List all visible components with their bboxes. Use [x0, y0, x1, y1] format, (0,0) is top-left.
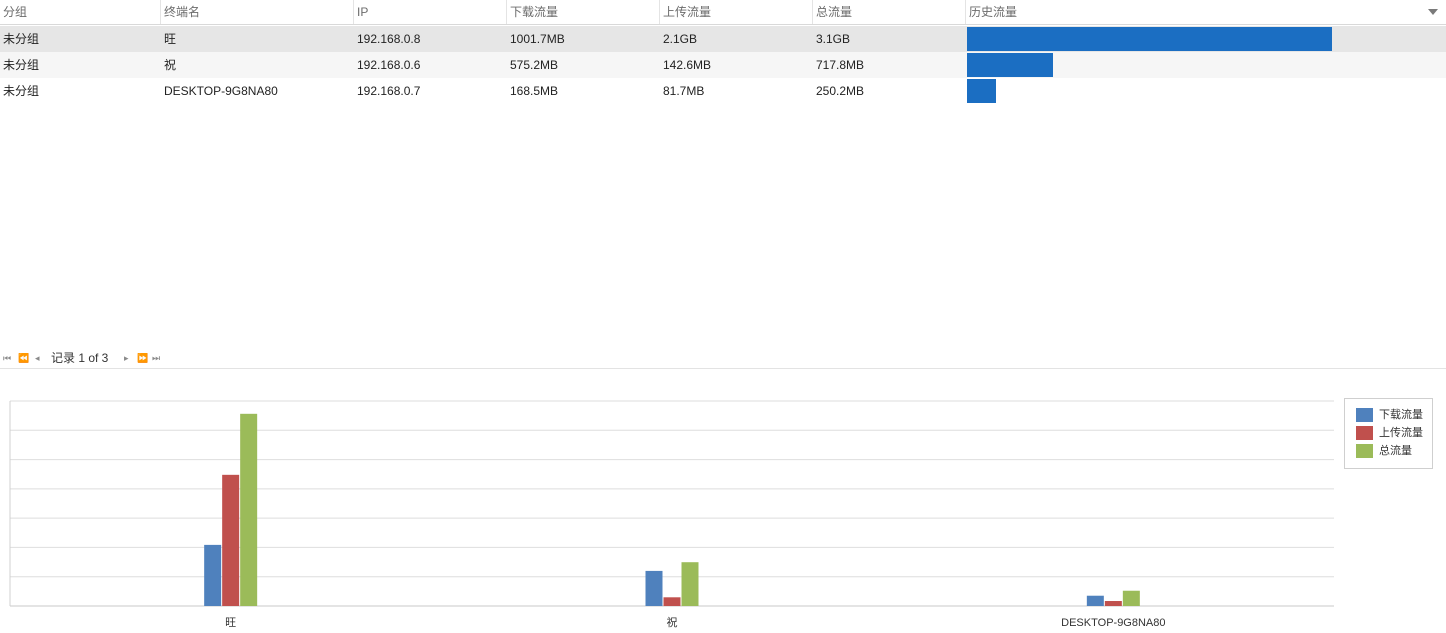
- bar-download-1: [645, 570, 663, 606]
- cell-terminal-name: DESKTOP-9G8NA80: [164, 84, 278, 98]
- bar-upload-1: [663, 597, 681, 606]
- next-record-icon[interactable]: ▸: [124, 353, 129, 363]
- cell-total: 250.2MB: [816, 84, 865, 98]
- cell-download: 575.2MB: [510, 58, 559, 72]
- last-page-icon[interactable]: ⏭: [152, 353, 161, 363]
- column-header-history[interactable]: 历史流量: [965, 0, 1446, 24]
- chart-legend: 下载流量 上传流量 总流量: [1344, 398, 1433, 469]
- first-page-icon[interactable]: ⏮: [3, 353, 12, 363]
- column-header-download[interactable]: 下载流量: [506, 0, 659, 24]
- cell-ip: 192.168.0.6: [357, 58, 421, 72]
- legend-swatch-upload: [1356, 426, 1373, 440]
- column-dropdown-icon[interactable]: [1428, 9, 1438, 15]
- bar-upload-0: [222, 474, 240, 606]
- x-tick-label: DESKTOP-9G8NA80: [1061, 617, 1165, 629]
- next-page-icon[interactable]: ⏩: [137, 353, 149, 363]
- cell-total: 3.1GB: [816, 32, 851, 46]
- cell-upload: 142.6MB: [663, 58, 712, 72]
- cell-terminal-name: 旺: [164, 32, 177, 46]
- bar-download-0: [204, 544, 222, 606]
- table-row[interactable]: 未分组 旺 192.168.0.8 1001.7MB 2.1GB 3.1GB: [0, 26, 1446, 52]
- history-traffic-bar: [967, 53, 1053, 77]
- chart-plot: 旺 祝 DESKTOP-9G8NA80: [9, 400, 1334, 629]
- table-row[interactable]: 未分组 DESKTOP-9G8NA80 192.168.0.7 168.5MB 81.7…: [0, 78, 1446, 104]
- column-header-terminal-name[interactable]: 终端名: [160, 0, 353, 24]
- bar-total-1: [681, 562, 699, 606]
- cell-group: 未分组: [3, 84, 40, 98]
- legend-swatch-download: [1356, 408, 1373, 422]
- bar-download-2: [1086, 595, 1104, 606]
- prev-record-icon[interactable]: ◂: [35, 353, 40, 363]
- cell-total: 717.8MB: [816, 58, 865, 72]
- cell-upload: 81.7MB: [663, 84, 705, 98]
- bar-total-0: [240, 413, 258, 606]
- cell-ip: 192.168.0.7: [357, 84, 421, 98]
- record-pager: ⏮ ⏪ ◂ 记录 1 of 3 ▸ ⏩ ⏭: [0, 348, 1446, 369]
- bar-total-2: [1122, 590, 1140, 606]
- cell-upload: 2.1GB: [663, 32, 698, 46]
- cell-group: 未分组: [3, 32, 40, 46]
- traffic-table: 分组 终端名 IP 下载流量 上传流量 总流量 历史流量 未分组 旺 192.168…: [0, 0, 1446, 104]
- legend-label-total: 总流量: [1379, 445, 1412, 457]
- cell-terminal-name: 祝: [164, 58, 177, 72]
- history-traffic-bar: [967, 79, 996, 103]
- bar-upload-2: [1104, 601, 1122, 606]
- prev-page-icon[interactable]: ⏪: [18, 353, 30, 363]
- column-header-ip[interactable]: IP: [353, 0, 506, 24]
- column-header-group[interactable]: 分组: [3, 5, 28, 19]
- history-traffic-bar: [967, 27, 1332, 51]
- cell-group: 未分组: [3, 58, 40, 72]
- legend-label-download: 下载流量: [1379, 409, 1423, 421]
- cell-download: 168.5MB: [510, 84, 559, 98]
- legend-label-upload: 上传流量: [1379, 427, 1423, 439]
- table-header: 分组 终端名 IP 下载流量 上传流量 总流量 历史流量: [0, 0, 1446, 25]
- x-tick-label: 旺: [225, 617, 236, 629]
- legend-swatch-total: [1356, 444, 1373, 458]
- x-tick-label: 祝: [667, 615, 678, 629]
- column-header-upload[interactable]: 上传流量: [659, 0, 812, 24]
- column-header-total[interactable]: 总流量: [812, 0, 965, 24]
- traffic-chart: 旺 祝 DESKTOP-9G8NA80 下载流量 上传流量 总流量: [0, 370, 1446, 633]
- table-row[interactable]: 未分组 祝 192.168.0.6 575.2MB 142.6MB 717.8MB: [0, 52, 1446, 78]
- cell-download: 1001.7MB: [510, 32, 565, 46]
- pager-status: 记录 1 of 3: [51, 351, 109, 365]
- cell-ip: 192.168.0.8: [357, 32, 421, 46]
